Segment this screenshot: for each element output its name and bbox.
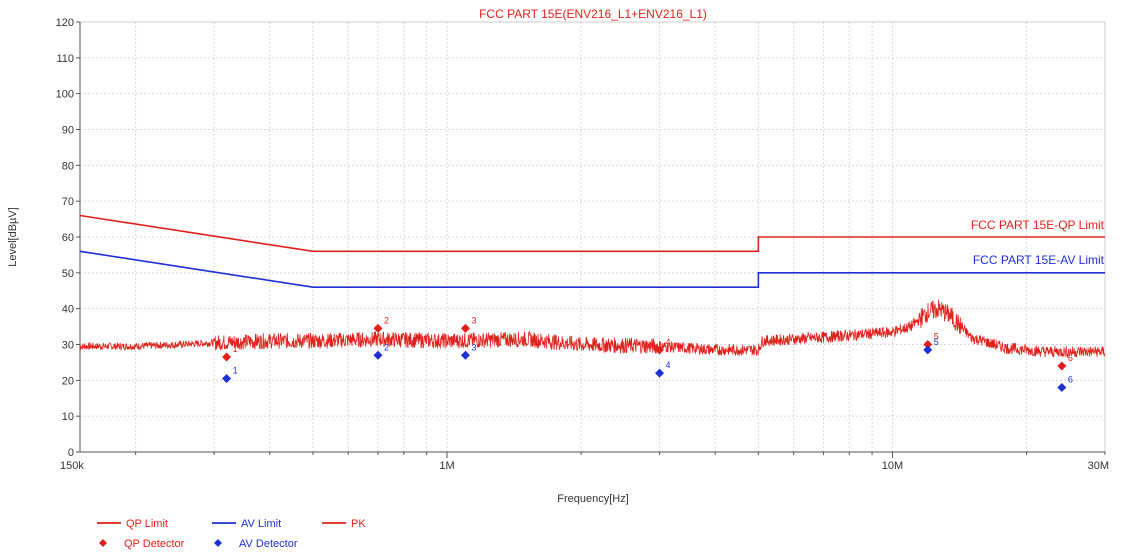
legend-label-pk: PK (351, 518, 366, 530)
y-axis: 0 10 20 30 40 50 60 70 80 90 100 110 120 (56, 17, 81, 459)
legend-label-av-detector: AV Detector (239, 538, 298, 550)
qp-limit-line (79, 214, 1105, 253)
y-tick-label-8: 80 (62, 160, 74, 172)
y-tick-label-7: 70 (62, 196, 74, 208)
y-tick-label-2: 20 (62, 375, 74, 387)
y-axis-label: Level[dBµV] (7, 207, 19, 267)
legend: QP Limit AV Limit PK QP Detector AV Detector (97, 518, 366, 550)
qp-detector-marker-label-5: 5 (934, 332, 939, 342)
av-detector-marker-label-5: 5 (934, 337, 939, 347)
y-tick-label-0: 0 (68, 447, 74, 459)
y-tick-label-5: 50 (62, 268, 74, 280)
av-detector-marker-1 (222, 374, 232, 384)
qp-detector-marker-4 (655, 345, 665, 355)
legend-label-qp-detector: QP Detector (124, 538, 185, 550)
x-tick-label-0: 150k (60, 460, 84, 472)
chart-title: FCC PART 15E(ENV216_L1+ENV216_L1) (479, 7, 707, 21)
qp-detector-marker-5 (923, 340, 933, 349)
av-detector-marker-label-1: 1 (233, 366, 238, 376)
series-layer: 1 2 3 4 5 6 1 2 3 4 5 6 (79, 214, 1106, 392)
pk-trace (79, 299, 1106, 359)
av-detector-marker-4 (655, 368, 665, 378)
y-tick-label-9: 90 (62, 125, 74, 137)
x-axis-label: Frequency[Hz] (557, 493, 629, 505)
y-tick-label-10: 100 (56, 89, 74, 101)
qp-detector-marker-6 (1057, 361, 1067, 371)
qp-detector-marker-1 (222, 352, 232, 362)
av-limit-label: FCC PART 15E-AV Limit (973, 253, 1105, 267)
av-detector-marker-label-2: 2 (384, 342, 389, 352)
qp-detector-marker-label-1: 1 (233, 344, 238, 354)
y-tick-label-1: 10 (62, 411, 74, 423)
legend-label-qp-limit: QP Limit (126, 518, 168, 530)
y-tick-label-3: 30 (62, 340, 74, 352)
qp-detector-marker-3 (460, 323, 470, 333)
av-detector-marker-label-6: 6 (1068, 375, 1073, 385)
y-tick-label-6: 60 (62, 232, 74, 244)
av-detector-marker-label-3: 3 (471, 342, 476, 352)
x-axis: 150k 1M 10M 30M (60, 451, 1109, 472)
av-detector-marker-2 (373, 350, 383, 360)
av-detector-marker-label-4: 4 (666, 360, 671, 370)
qp-detector-marker-2 (373, 323, 383, 333)
legend-label-av-limit: AV Limit (241, 518, 281, 530)
x-tick-label-1: 1M (439, 460, 454, 472)
legend-swatch-qp-detector (99, 539, 107, 547)
av-detector-marker-3 (460, 350, 470, 360)
av-detector-marker-6 (1057, 383, 1067, 392)
y-tick-label-11: 110 (56, 53, 74, 65)
x-tick-label-2: 10M (882, 460, 903, 472)
av-detector-marker-5 (923, 345, 933, 355)
y-tick-label-4: 40 (62, 304, 74, 316)
x-tick-label-3: 30M (1088, 460, 1109, 472)
legend-swatch-av-detector (214, 539, 222, 547)
qp-detector-marker-label-4: 4 (666, 337, 671, 347)
qp-detector-marker-label-2: 2 (384, 315, 389, 325)
y-tick-label-12: 120 (56, 17, 74, 29)
qp-detector-marker-label-6: 6 (1068, 353, 1073, 363)
qp-detector-marker-label-3: 3 (471, 315, 476, 325)
av-limit-line (79, 250, 1105, 288)
qp-limit-label: FCC PART 15E-QP Limit (971, 218, 1105, 232)
